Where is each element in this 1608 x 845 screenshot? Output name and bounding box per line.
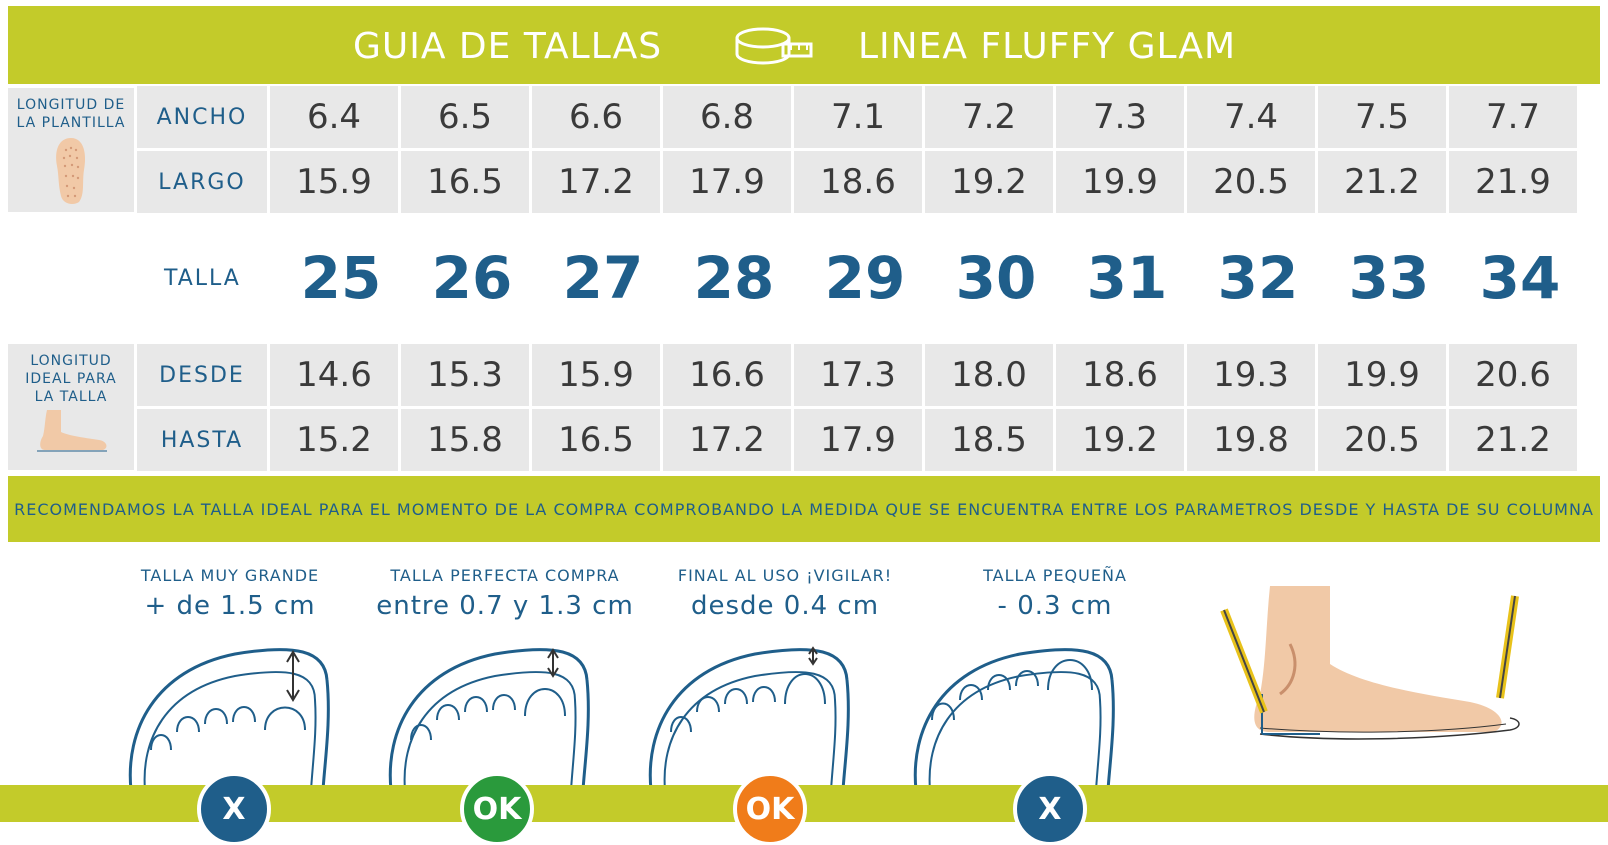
- ideal-caption-line3: LA TALLA: [34, 389, 108, 405]
- ancho-cell: 6.4: [270, 86, 398, 148]
- desde-cell: 18.0: [925, 344, 1053, 406]
- hasta-row: HASTA 15.2 15.8 16.5 17.2 17.9 18.5 19.2…: [137, 409, 1577, 471]
- hasta-cell: 17.2: [663, 409, 791, 471]
- ideal-caption-block: LONGITUD IDEAL PARA LA TALLA: [8, 344, 134, 470]
- recommendation-too-big: TALLA MUY GRANDE + de 1.5 cm: [130, 566, 330, 621]
- insole-icon: [56, 138, 86, 204]
- recommendation-value: - 0.3 cm: [997, 591, 1113, 621]
- talla-value: 27: [562, 244, 644, 312]
- shoe-toe-too-big-icon: [128, 648, 330, 790]
- recommendation-title: TALLA MUY GRANDE: [140, 566, 320, 585]
- ancho-cell: 7.3: [1056, 86, 1184, 148]
- desde-cell: 19.9: [1318, 344, 1446, 406]
- badge-too-small: X: [1013, 772, 1087, 845]
- measuring-tape-icon: [735, 27, 813, 65]
- badge-too-big: X: [197, 772, 271, 845]
- insole-caption-line1: LONGITUD DE: [16, 97, 126, 113]
- ancho-cell: 6.5: [401, 86, 529, 148]
- insole-caption-line2: LA PLANTILLA: [16, 115, 126, 131]
- largo-row: LARGO 15.9 16.5 17.2 17.9 18.6 19.2 19.9…: [137, 151, 1577, 213]
- desde-row: DESDE 14.6 15.3 15.9 16.6 17.3 18.0 18.6…: [137, 344, 1577, 406]
- largo-cell: 19.2: [925, 151, 1053, 213]
- talla-row: TALLA 25 26 27 28 29 30 31 32 33 34: [8, 222, 1600, 342]
- talla-value: 31: [1086, 244, 1168, 312]
- talla-value: 28: [693, 244, 775, 312]
- largo-cell: 21.2: [1318, 151, 1446, 213]
- largo-cell: 16.5: [401, 151, 529, 213]
- ancho-cell: 7.1: [794, 86, 922, 148]
- hasta-cell: 18.5: [925, 409, 1053, 471]
- desde-cell: 17.3: [794, 344, 922, 406]
- shoe-toe-too-small-icon: [913, 648, 1115, 790]
- recommendation-banner: RECOMENDAMOS LA TALLA IDEAL PARA EL MOME…: [8, 476, 1600, 542]
- ancho-cell: 6.6: [532, 86, 660, 148]
- largo-cell: 15.9: [270, 151, 398, 213]
- ancho-cell: 7.2: [925, 86, 1053, 148]
- talla-value: 25: [300, 244, 382, 312]
- ideal-caption-line2: IDEAL PARA: [25, 371, 117, 387]
- desde-cell: 19.3: [1187, 344, 1315, 406]
- badge-perfect: OK: [460, 772, 534, 845]
- ancho-cell: 7.7: [1449, 86, 1577, 148]
- talla-label: TALLA: [164, 266, 241, 291]
- largo-cell: 20.5: [1187, 151, 1315, 213]
- hasta-cell: 20.5: [1318, 409, 1446, 471]
- hasta-cell: 15.2: [270, 409, 398, 471]
- largo-cell: 18.6: [794, 151, 922, 213]
- header-bar: GUIA DE TALLAS LINEA FLUFFY GLAM: [8, 6, 1600, 84]
- recommendation-title: TALLA PERFECTA COMPRA: [390, 566, 620, 585]
- hasta-cell: 16.5: [532, 409, 660, 471]
- foot-measuring-icon: [1220, 586, 1520, 740]
- largo-cell: 17.2: [532, 151, 660, 213]
- recommendation-value: entre 0.7 y 1.3 cm: [376, 591, 634, 621]
- header-right-title: LINEA FLUFFY GLAM: [858, 26, 1237, 67]
- desde-cell: 15.9: [532, 344, 660, 406]
- talla-value: 32: [1217, 244, 1299, 312]
- largo-cell: 21.9: [1449, 151, 1577, 213]
- desde-cell: 15.3: [401, 344, 529, 406]
- ancho-cell: 7.5: [1318, 86, 1446, 148]
- badge-watch: OK: [733, 772, 807, 845]
- recommendation-perfect: TALLA PERFECTA COMPRA entre 0.7 y 1.3 cm: [370, 566, 640, 621]
- shoe-toe-watch-icon: [648, 646, 850, 790]
- talla-value: 30: [955, 244, 1037, 312]
- hasta-cell: 17.9: [794, 409, 922, 471]
- header-left-title: GUIA DE TALLAS: [353, 26, 663, 67]
- hasta-cell: 19.8: [1187, 409, 1315, 471]
- ancho-label: ANCHO: [137, 86, 267, 148]
- desde-cell: 14.6: [270, 344, 398, 406]
- hasta-label: HASTA: [137, 409, 267, 471]
- largo-label: LARGO: [137, 151, 267, 213]
- hasta-cell: 19.2: [1056, 409, 1184, 471]
- talla-value: 26: [431, 244, 513, 312]
- hasta-cell: 15.8: [401, 409, 529, 471]
- hasta-cell: 21.2: [1449, 409, 1577, 471]
- desde-cell: 20.6: [1449, 344, 1577, 406]
- desde-cell: 16.6: [663, 344, 791, 406]
- talla-value: 33: [1348, 244, 1430, 312]
- ancho-row: ANCHO 6.4 6.5 6.6 6.8 7.1 7.2 7.3 7.4 7.…: [137, 86, 1577, 148]
- recommendation-too-small: TALLA PEQUEÑA - 0.3 cm: [955, 566, 1155, 621]
- talla-value: 34: [1479, 244, 1561, 312]
- insole-caption-block: LONGITUD DE LA PLANTILLA: [8, 88, 134, 212]
- foot-icon: [37, 410, 107, 452]
- ancho-cell: 7.4: [1187, 86, 1315, 148]
- recommendation-value: + de 1.5 cm: [144, 591, 316, 621]
- ancho-cell: 6.8: [663, 86, 791, 148]
- desde-label: DESDE: [137, 344, 267, 406]
- talla-value: 29: [824, 244, 906, 312]
- recommendation-title: TALLA PEQUEÑA: [983, 566, 1127, 585]
- recommendation-title: FINAL AL USO ¡VIGILAR!: [677, 566, 893, 585]
- recommendation-value: desde 0.4 cm: [690, 591, 880, 621]
- largo-cell: 17.9: [663, 151, 791, 213]
- largo-cell: 19.9: [1056, 151, 1184, 213]
- recommendation-watch: FINAL AL USO ¡VIGILAR! desde 0.4 cm: [665, 566, 905, 621]
- ideal-caption-line1: LONGITUD: [30, 353, 112, 369]
- shoe-toe-perfect-icon: [388, 648, 590, 790]
- desde-cell: 18.6: [1056, 344, 1184, 406]
